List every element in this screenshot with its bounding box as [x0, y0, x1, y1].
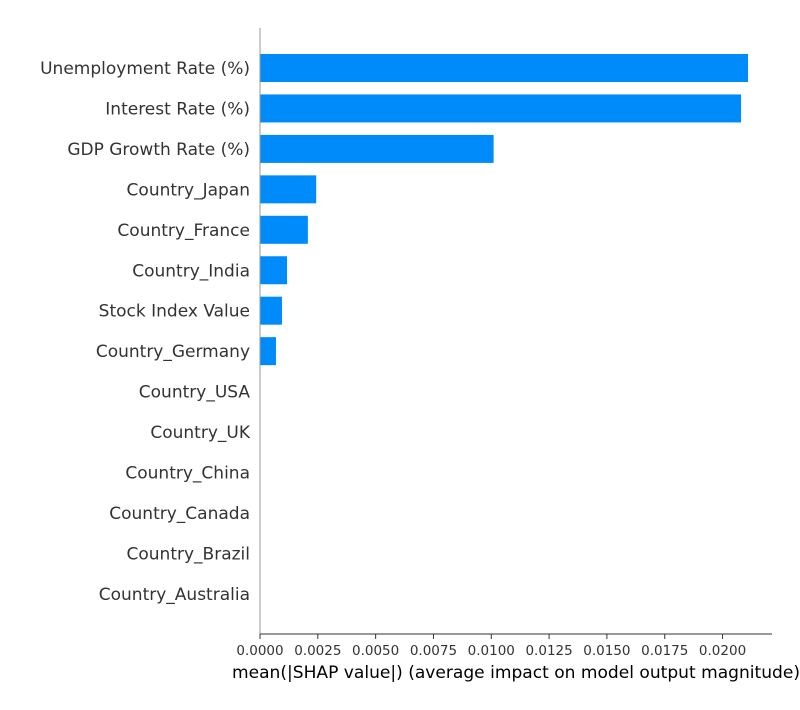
- category-label: Country_USA: [139, 383, 251, 403]
- bar-7: [260, 337, 276, 366]
- category-label: Interest Rate (%): [105, 99, 250, 119]
- category-label: Country_Australia: [99, 585, 250, 605]
- bar-1: [260, 94, 742, 123]
- x-tick-label: 0.0200: [699, 643, 746, 659]
- bar-3: [260, 175, 317, 204]
- x-ticks: 0.0000 0.0025 0.0050 0.0075 0.0100 0.0125 0.01…: [236, 634, 746, 659]
- category-label: Country_Germany: [96, 342, 250, 362]
- x-tick-label: 0.0175: [641, 643, 688, 659]
- x-axis-title: mean(|SHAP value|) (average impact on mo…: [232, 663, 800, 683]
- category-label: Country_France: [117, 221, 250, 241]
- x-tick-label: 0.0075: [410, 643, 457, 659]
- bar-0: [260, 54, 748, 82]
- bar-5: [260, 256, 288, 285]
- x-tick-label: 0.0100: [468, 643, 515, 659]
- category-label: Stock Index Value: [99, 302, 250, 322]
- category-label: Country_Japan: [127, 180, 250, 200]
- category-label: Country_India: [132, 261, 250, 281]
- x-tick-label: 0.0050: [352, 643, 399, 659]
- x-tick-label: 0.0025: [294, 643, 341, 659]
- bar-4: [260, 215, 308, 244]
- category-label: Country_China: [125, 464, 250, 484]
- category-labels: Unemployment Rate (%) Interest Rate (%) GD…: [40, 59, 251, 605]
- x-tick-label: 0.0000: [236, 643, 283, 659]
- category-label: Country_Canada: [109, 504, 250, 524]
- category-label: Country_Brazil: [127, 544, 250, 564]
- category-label: Country_UK: [150, 423, 250, 443]
- bar-2: [260, 134, 494, 163]
- bar-6: [260, 296, 282, 325]
- x-tick-label: 0.0125: [525, 643, 572, 659]
- x-tick-label: 0.0150: [583, 643, 630, 659]
- category-label: GDP Growth Rate (%): [67, 140, 250, 160]
- bars-group: [260, 54, 748, 366]
- category-label: Unemployment Rate (%): [40, 59, 250, 79]
